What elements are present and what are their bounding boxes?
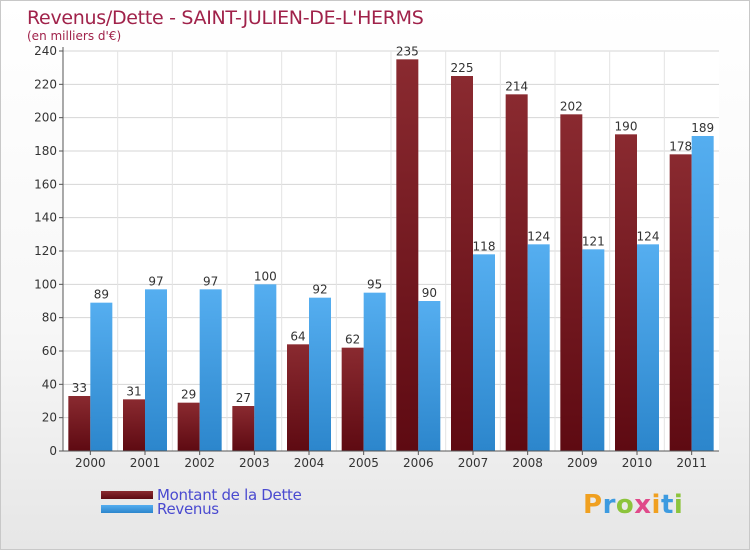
proxiti-logo: Proxiti xyxy=(583,490,683,520)
data-label-revenus: 89 xyxy=(94,288,109,302)
data-label-revenus: 97 xyxy=(148,274,163,288)
bar-revenus xyxy=(473,254,495,451)
bar-dette xyxy=(287,344,309,451)
bar-dette xyxy=(68,396,91,451)
y-tick-label: 200 xyxy=(34,111,57,125)
data-label-revenus: 90 xyxy=(422,286,437,300)
data-label-revenus: 92 xyxy=(312,283,327,297)
logo-letter: i xyxy=(651,490,661,520)
logo-letter: x xyxy=(634,490,652,520)
logo-letter: P xyxy=(583,490,603,520)
data-label-revenus: 118 xyxy=(473,239,496,253)
legend-item-revenus: Revenus xyxy=(101,500,219,518)
bar-revenus xyxy=(527,244,550,451)
logo-letter: i xyxy=(673,490,684,520)
data-label-dette: 225 xyxy=(451,61,474,75)
x-tick-label: 2006 xyxy=(403,456,434,470)
y-tick-label: 0 xyxy=(49,444,57,458)
y-tick-label: 160 xyxy=(34,177,57,191)
bar-revenus xyxy=(363,292,386,451)
x-tick-label: 2007 xyxy=(458,456,489,470)
grid-layer xyxy=(63,50,719,452)
bar-revenus xyxy=(90,302,113,451)
data-label-dette: 62 xyxy=(345,333,360,347)
x-tick-label: 2000 xyxy=(75,456,106,470)
legend-label-revenus: Revenus xyxy=(157,500,219,518)
bar-dette xyxy=(123,399,145,451)
legend-label-dette: Montant de la Dette xyxy=(157,486,302,504)
x-tick-label: 2009 xyxy=(567,456,598,470)
data-label-dette: 235 xyxy=(396,44,419,58)
x-tick-label: 2002 xyxy=(184,456,215,470)
x-tick-label: 2011 xyxy=(676,456,707,470)
data-label-dette: 64 xyxy=(290,329,305,343)
data-label-revenus: 100 xyxy=(254,269,277,283)
data-label-revenus: 124 xyxy=(527,229,550,243)
bar-dette xyxy=(560,114,583,451)
bar-revenus xyxy=(582,249,605,451)
x-tick-label: 2001 xyxy=(130,456,161,470)
bar-dette xyxy=(669,154,692,452)
x-tick-label: 2010 xyxy=(622,456,653,470)
label-layer: 33 89 31 97 29 97 27 100 64 92 62 95 235 90 225 118 214 1… xyxy=(72,44,714,405)
x-tick-label: 2003 xyxy=(239,456,270,470)
data-label-dette: 190 xyxy=(615,119,638,133)
data-label-revenus: 124 xyxy=(637,229,660,243)
bar-revenus xyxy=(145,289,167,451)
y-tick-label: 60 xyxy=(42,344,57,358)
y-tick-label: 100 xyxy=(34,277,57,291)
chart-subtitle: (en milliers d'€) xyxy=(27,29,122,43)
x-tick-label: 2004 xyxy=(294,456,325,470)
bar-layer xyxy=(68,59,714,452)
data-label-dette: 178 xyxy=(669,139,692,153)
y-tick-label: 20 xyxy=(42,411,57,425)
data-label-revenus: 95 xyxy=(367,278,382,292)
data-label-revenus: 189 xyxy=(691,121,714,135)
bar-dette xyxy=(177,402,200,451)
x-tick-label: 2008 xyxy=(512,456,543,470)
bar-revenus xyxy=(691,136,714,451)
bar-dette xyxy=(232,406,255,451)
y-tick-label: 40 xyxy=(42,377,57,391)
data-label-dette: 202 xyxy=(560,99,583,113)
data-label-dette: 214 xyxy=(505,79,528,93)
bar-revenus xyxy=(254,284,277,451)
data-label-dette: 33 xyxy=(72,381,87,395)
axis-layer: 0 20 40 60 80 100 120 140 160 180 200 220 240 2000 200… xyxy=(34,44,719,470)
data-label-dette: 31 xyxy=(126,384,141,398)
legend-swatch-dette xyxy=(101,491,153,499)
bar-revenus xyxy=(309,297,331,451)
data-label-dette: 27 xyxy=(236,391,251,405)
chart-title: Revenus/Dette - SAINT-JULIEN-DE-L'HERMS xyxy=(27,7,424,29)
logo-letter: t xyxy=(660,490,674,520)
y-tick-label: 240 xyxy=(34,44,57,58)
legend-swatch-revenus xyxy=(101,505,153,513)
y-tick-label: 140 xyxy=(34,211,57,225)
bar-revenus xyxy=(637,244,659,451)
logo-letter: o xyxy=(615,490,635,520)
bar-revenus xyxy=(418,301,441,451)
y-tick-label: 220 xyxy=(34,77,57,91)
logo-letter: r xyxy=(602,490,616,520)
bar-dette xyxy=(396,59,419,451)
bar-dette xyxy=(451,76,473,451)
bar-dette xyxy=(615,134,637,452)
y-tick-label: 120 xyxy=(34,244,57,258)
data-label-revenus: 121 xyxy=(582,234,605,248)
legend-item-dette: Montant de la Dette xyxy=(101,486,302,504)
x-tick-label: 2005 xyxy=(348,456,379,470)
bar-dette xyxy=(341,347,364,451)
data-label-dette: 29 xyxy=(181,388,196,402)
bar-dette xyxy=(505,94,528,451)
y-tick-label: 180 xyxy=(34,144,57,158)
y-tick-label: 80 xyxy=(42,311,57,325)
data-label-revenus: 97 xyxy=(203,274,218,288)
bar-revenus xyxy=(199,289,222,451)
